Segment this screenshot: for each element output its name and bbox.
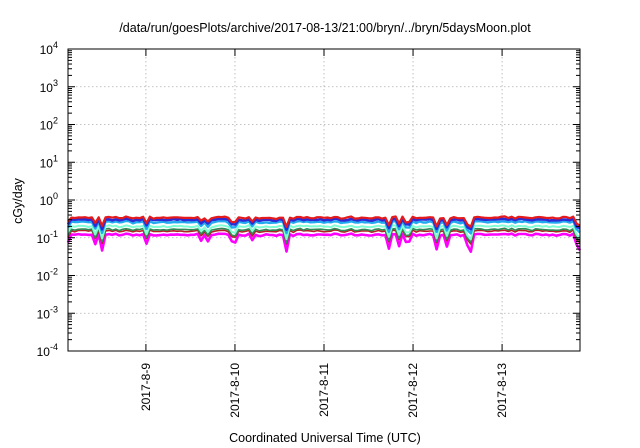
chart-title: /data/run/goesPlots/archive/2017-08-13/2…: [119, 21, 531, 35]
y-tick-label: 101: [40, 153, 58, 170]
y-tick-label: 100: [40, 191, 58, 208]
y-tick-base: 10: [40, 194, 54, 208]
y-tick-label: 10-3: [37, 304, 58, 321]
series-line: [67, 227, 581, 244]
x-tick-label: 2017-8-11: [317, 363, 331, 417]
y-tick-label: 10-1: [37, 229, 58, 246]
y-tick-label: 102: [40, 116, 58, 133]
series-line: [66, 219, 581, 235]
y-tick-exponent: -2: [50, 267, 58, 277]
series-line: [67, 215, 581, 228]
y-tick-exponent: -4: [50, 342, 58, 352]
y-tick-base: 10: [40, 156, 54, 170]
y-tick-label: 10-4: [37, 342, 58, 359]
series-line: [67, 224, 581, 241]
x-tick-label: 2017-8-12: [406, 363, 420, 418]
y-tick-exponent: 4: [53, 40, 58, 50]
series-line: [66, 232, 582, 253]
x-tick-label: 2017-8-10: [228, 363, 242, 418]
series-layer: [66, 215, 582, 253]
y-tick-base: 10: [37, 232, 51, 246]
y-tick-exponent: -3: [50, 304, 58, 314]
y-tick-exponent: 1: [53, 153, 58, 163]
y-tick-base: 10: [37, 270, 51, 284]
y-tick-exponent: -1: [50, 229, 58, 239]
y-tick-exponent: 0: [53, 191, 58, 201]
y-tick-exponent: 2: [53, 116, 58, 126]
series-line: [67, 229, 581, 245]
y-axis-label: cGy/day: [11, 177, 25, 224]
y-tick-base: 10: [37, 345, 51, 359]
y-tick-exponent: 3: [53, 78, 58, 88]
y-tick-base: 10: [40, 119, 54, 133]
series-line: [66, 217, 581, 231]
x-axis-label: Coordinated Universal Time (UTC): [229, 431, 421, 445]
y-tick-label: 103: [40, 78, 58, 95]
x-tick-label: 2017-8-9: [139, 363, 153, 411]
y-tick-label: 104: [40, 40, 58, 57]
x-axis: 2017-8-9 2017-8-10 2017-8-11 2017-8-12 2017-…: [139, 49, 509, 418]
y-tick-label: 10-2: [37, 267, 58, 284]
grid-lines: [68, 49, 580, 351]
y-tick-base: 10: [40, 81, 54, 95]
y-tick-base: 10: [37, 307, 51, 321]
y-tick-base: 10: [40, 43, 54, 57]
x-tick-label: 2017-8-13: [495, 363, 509, 418]
